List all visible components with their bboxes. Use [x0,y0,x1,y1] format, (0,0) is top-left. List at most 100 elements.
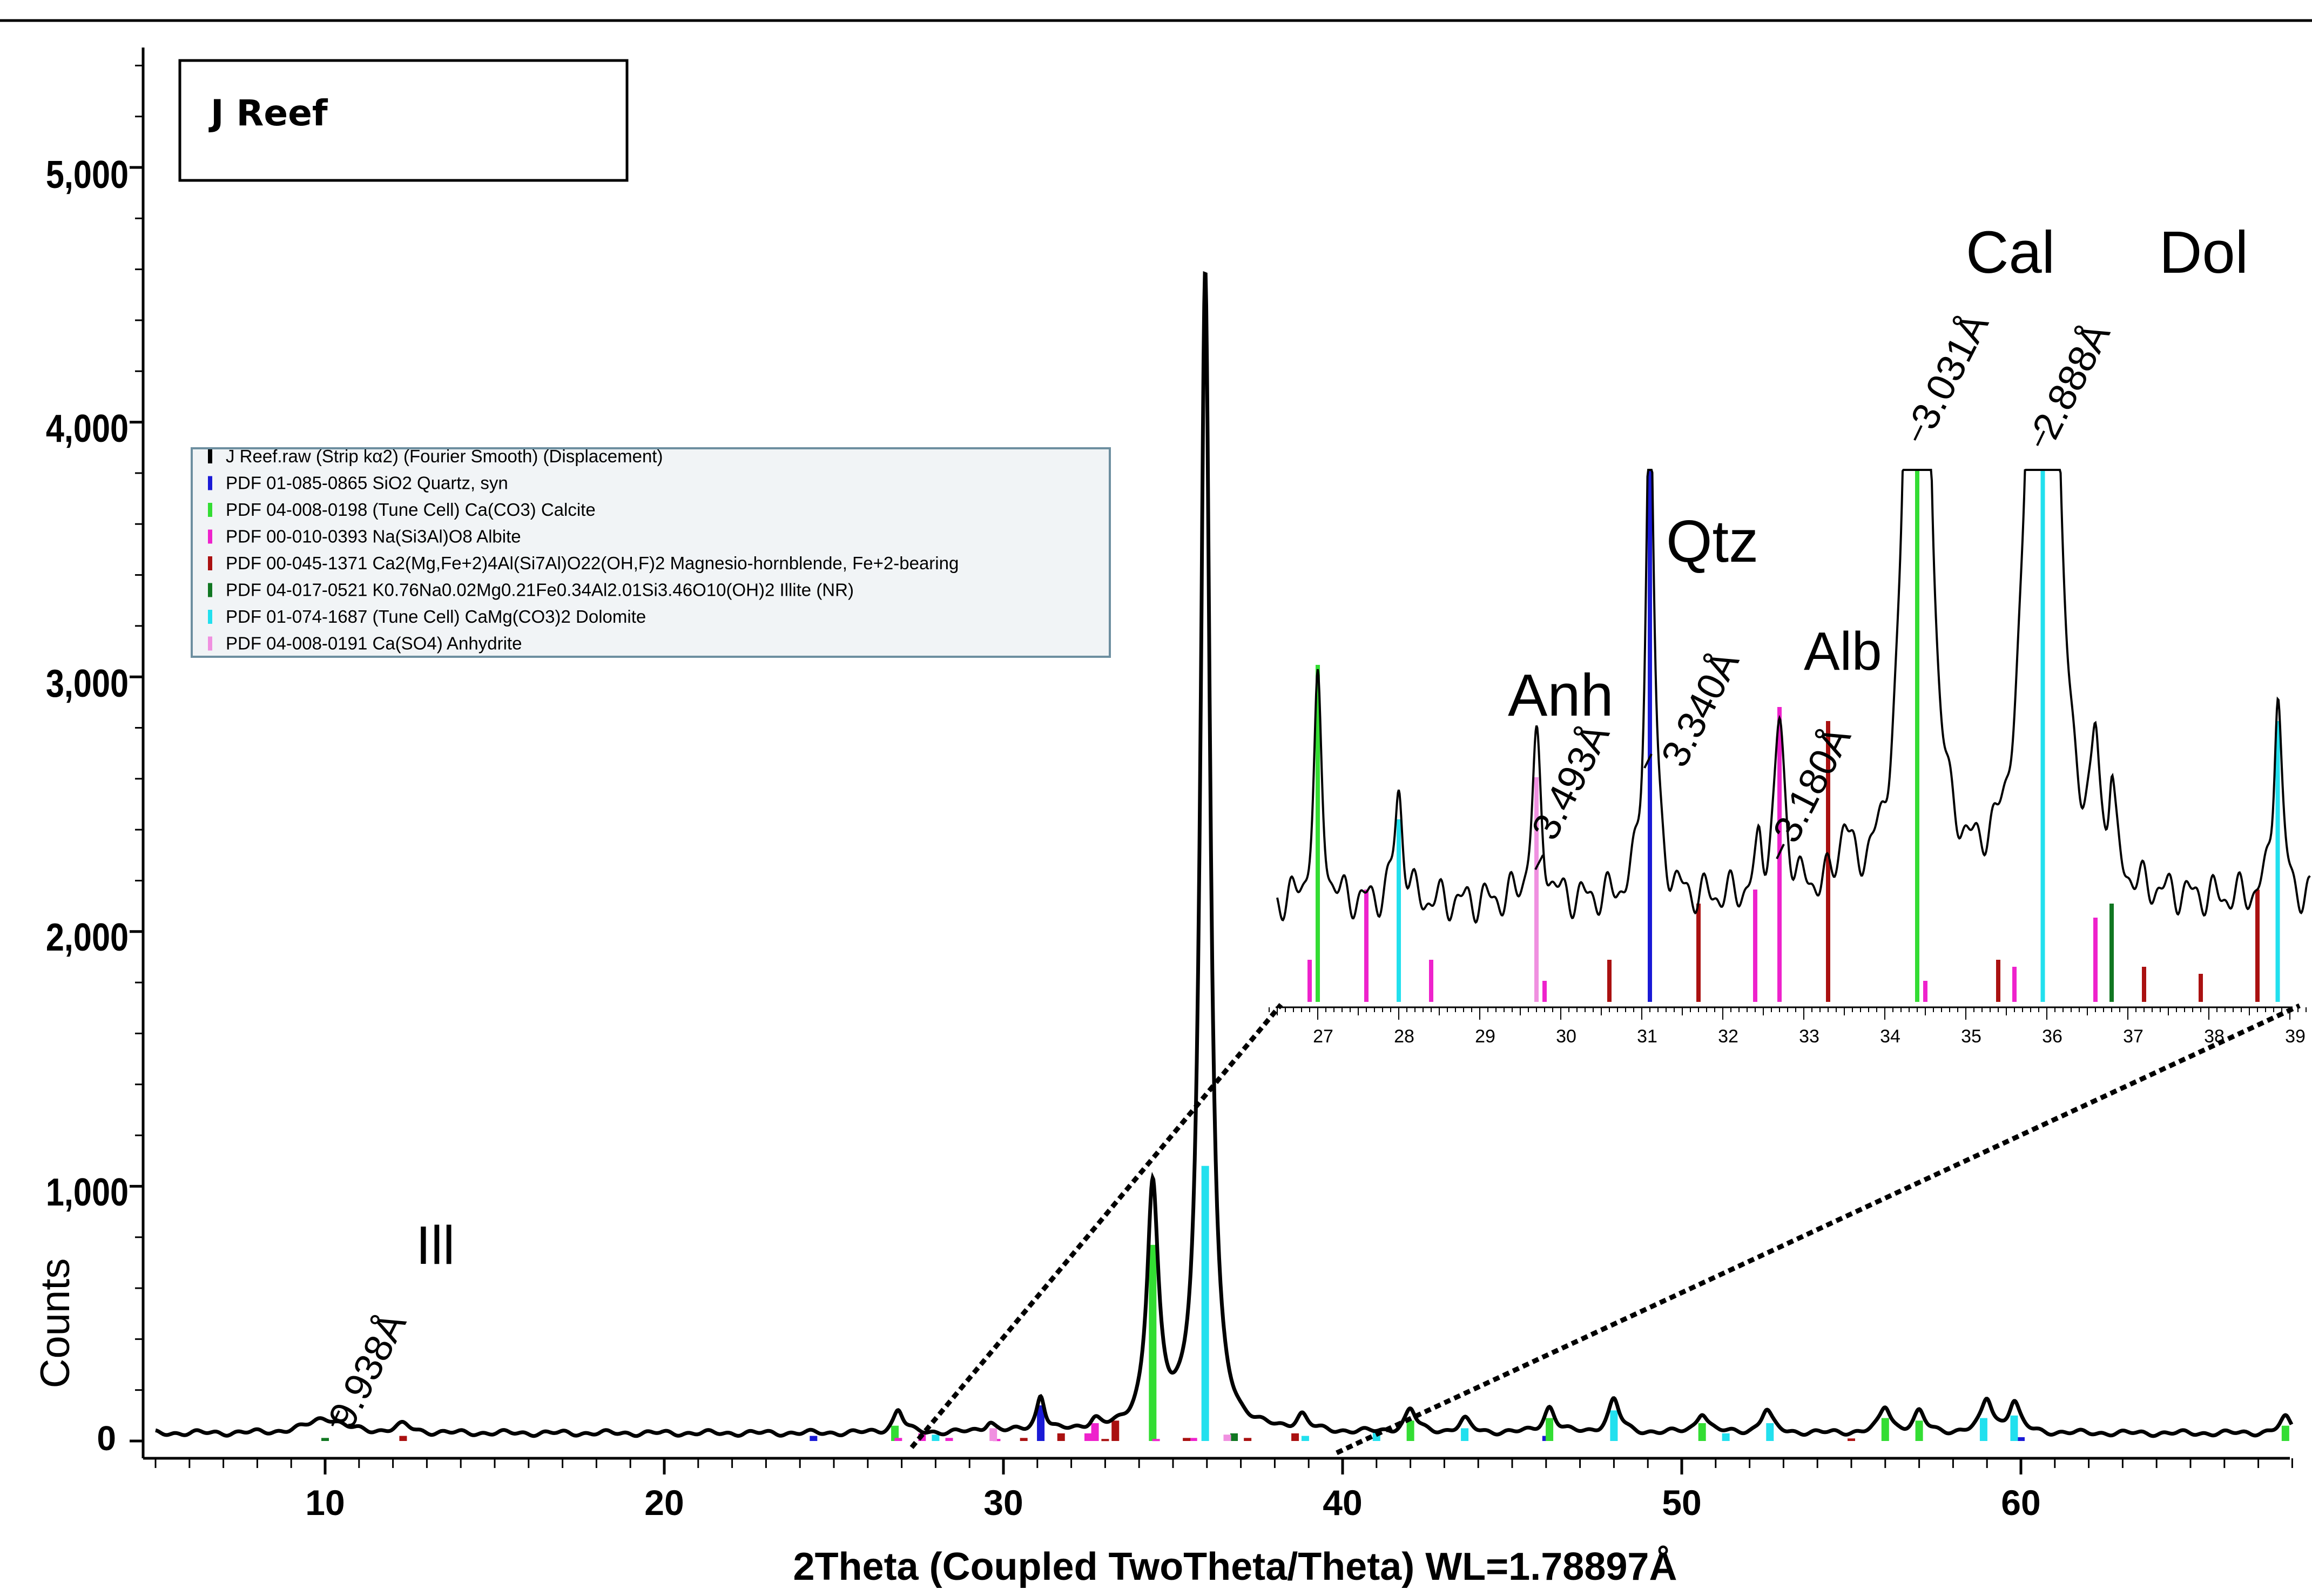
legend-swatch-1 [208,476,212,490]
d-tick-2888 [2036,430,2045,446]
legend-swatch-0 [208,449,212,463]
phase-label-calcite: Cal [1966,219,2055,286]
phase-label-albite: Alb [1804,621,1882,682]
legend-item-4: PDF 00-045-1371 Ca2(Mg,Fe+2)4Al(Si7Al)O2… [226,553,959,573]
x-axis-title: 2Theta (Coupled TwoTheta/Theta) WL=1.788… [793,1545,1677,1588]
stick-calcite-0 [891,1425,899,1441]
d-tick-3493 [1534,854,1544,870]
stick-dolomite-4 [1461,1428,1469,1441]
y-ticks [130,64,143,1443]
sample-title: J Reef [208,92,328,134]
legend: J Reef.raw (Strip kα2) (Fourier Smooth) … [208,446,959,654]
legend-swatch-6 [208,610,212,624]
inset-reference-sticks [1307,470,2280,1002]
stick-hornblende-6 [1291,1433,1299,1441]
y-tick-label-4000: 4,000 [46,407,129,450]
phase-label-quartz: Qtz [1666,508,1758,575]
inset-stick-dolomite-23 [2275,721,2280,1002]
stick-dolomite-8 [1979,1418,1987,1441]
inset-tick-label-27: 27 [1313,1026,1333,1047]
stick-anhydrite-1 [1223,1435,1231,1441]
stick-albite-2 [945,1438,953,1441]
stick-dolomite-9 [2010,1415,2018,1441]
d-tick-3180 [1776,844,1785,859]
x-tick-labels: 10 20 30 40 50 60 [305,1483,2040,1523]
zoom-guide-left [909,1003,1283,1449]
y-axis-title: Counts [32,1258,78,1389]
stick-dolomite-2 [1301,1436,1309,1441]
legend-item-7: PDF 04-008-0191 Ca(SO4) Anhydrite [226,634,522,654]
phase-label-illite: Ill [416,1215,455,1276]
legend-item-1: PDF 01-085-0865 SiO2 Quartz, syn [226,473,508,493]
d-tick-3340 [1643,753,1653,769]
inset-stick-dolomite-22 [2040,470,2045,1002]
inset-stick-hornblende-18 [2255,890,2260,1002]
stick-quartz-1 [810,1436,818,1441]
legend-swatch-7 [208,636,212,651]
x-tick-label-60: 60 [2001,1483,2040,1523]
inset-tick-label-35: 35 [1961,1026,1981,1047]
inset-stick-albite-11 [2012,967,2017,1002]
stick-calcite-7 [2281,1425,2289,1441]
x-tick-label-40: 40 [1323,1483,1362,1523]
inset-stick-dolomite-1 [1397,819,1401,1002]
stick-hornblende-0 [399,1436,407,1441]
stick-calcite-5 [1881,1418,1889,1441]
inset-stick-albite-8 [1429,960,1433,1002]
legend-item-2: PDF 04-008-0198 (Tune Cell) Ca(CO3) Calc… [226,500,596,520]
stick-quartz-0 [1037,1405,1045,1441]
y-tick-labels: 0 1,000 2,000 3,000 4,000 5,000 [46,153,129,1458]
stick-illite-1 [321,1438,329,1441]
stick-hornblende-4 [1183,1438,1191,1441]
phase-label-dolomite: Dol [2159,219,2248,286]
stick-albite-6 [1152,1439,1160,1442]
stick-hornblende-1 [1020,1438,1028,1441]
stick-dolomite-1 [1201,1166,1209,1441]
inset-stick-albite-10 [1923,981,1927,1002]
y-tick-label-0: 0 [97,1419,116,1458]
inset-stick-hornblende-15 [1607,960,1612,1002]
inset-stick-albite-5 [1753,890,1757,1002]
legend-item-6: PDF 01-074-1687 (Tune Cell) CaMg(CO3)2 D… [226,607,646,627]
zoom-guide-right [1336,1003,2301,1456]
stick-hornblende-7 [1101,1439,1109,1442]
stick-calcite-3 [1546,1418,1554,1441]
stick-hornblende-8 [1848,1438,1855,1441]
d-label-2888: 2.888Å [2024,316,2119,446]
inset-zoom: 27 28 29 30 31 32 33 34 35 36 37 38 39 [1269,469,2311,1047]
d-tick-3031 [1913,425,1923,441]
y-tick-label-5000: 5,000 [46,153,129,197]
y-tick-label-3000: 3,000 [46,662,129,705]
inset-stick-hornblende-17 [2142,967,2146,1002]
inset-stick-hornblende-14 [1696,904,1701,1002]
inset-stick-calcite-21 [1915,470,1919,1002]
legend-swatch-3 [208,529,212,544]
d-tick-9938 [331,1410,340,1426]
x-tick-label-10: 10 [305,1483,345,1523]
inset-stick-calcite-0 [1316,665,1320,1002]
main-diffraction-pattern [155,271,2294,1438]
stick-hornblende-2 [1057,1433,1065,1441]
stick-calcite-1 [1149,1244,1157,1441]
inset-stick-albite-7 [1307,960,1312,1002]
d-label-3031: 3.031Å [1903,307,1997,436]
inset-tick-label-36: 36 [2042,1026,2062,1047]
inset-tick-label-30: 30 [1556,1026,1576,1047]
sample-title-box [178,59,629,182]
inset-stick-albite-12 [2093,918,2098,1002]
stick-calcite-2 [1406,1420,1414,1441]
inset-tick-label-28: 28 [1394,1026,1414,1047]
x-ticks [154,1458,2293,1474]
legend-box [191,447,1111,658]
legend-item-3: PDF 00-010-0393 Na(Si3Al)O8 Albite [226,527,521,547]
legend-swatch-4 [208,556,212,570]
inset-tick-label-37: 37 [2123,1026,2144,1047]
x-tick-label-50: 50 [1662,1483,1701,1523]
d-label-9938: 9.938Å [320,1306,415,1436]
stick-albite-0 [894,1438,902,1441]
inset-tick-label-33: 33 [1799,1026,1819,1047]
inset-stick-hornblende-16 [1996,960,2000,1002]
inset-tick-label-34: 34 [1880,1026,1900,1047]
inset-stick-albite-6 [1364,890,1369,1002]
